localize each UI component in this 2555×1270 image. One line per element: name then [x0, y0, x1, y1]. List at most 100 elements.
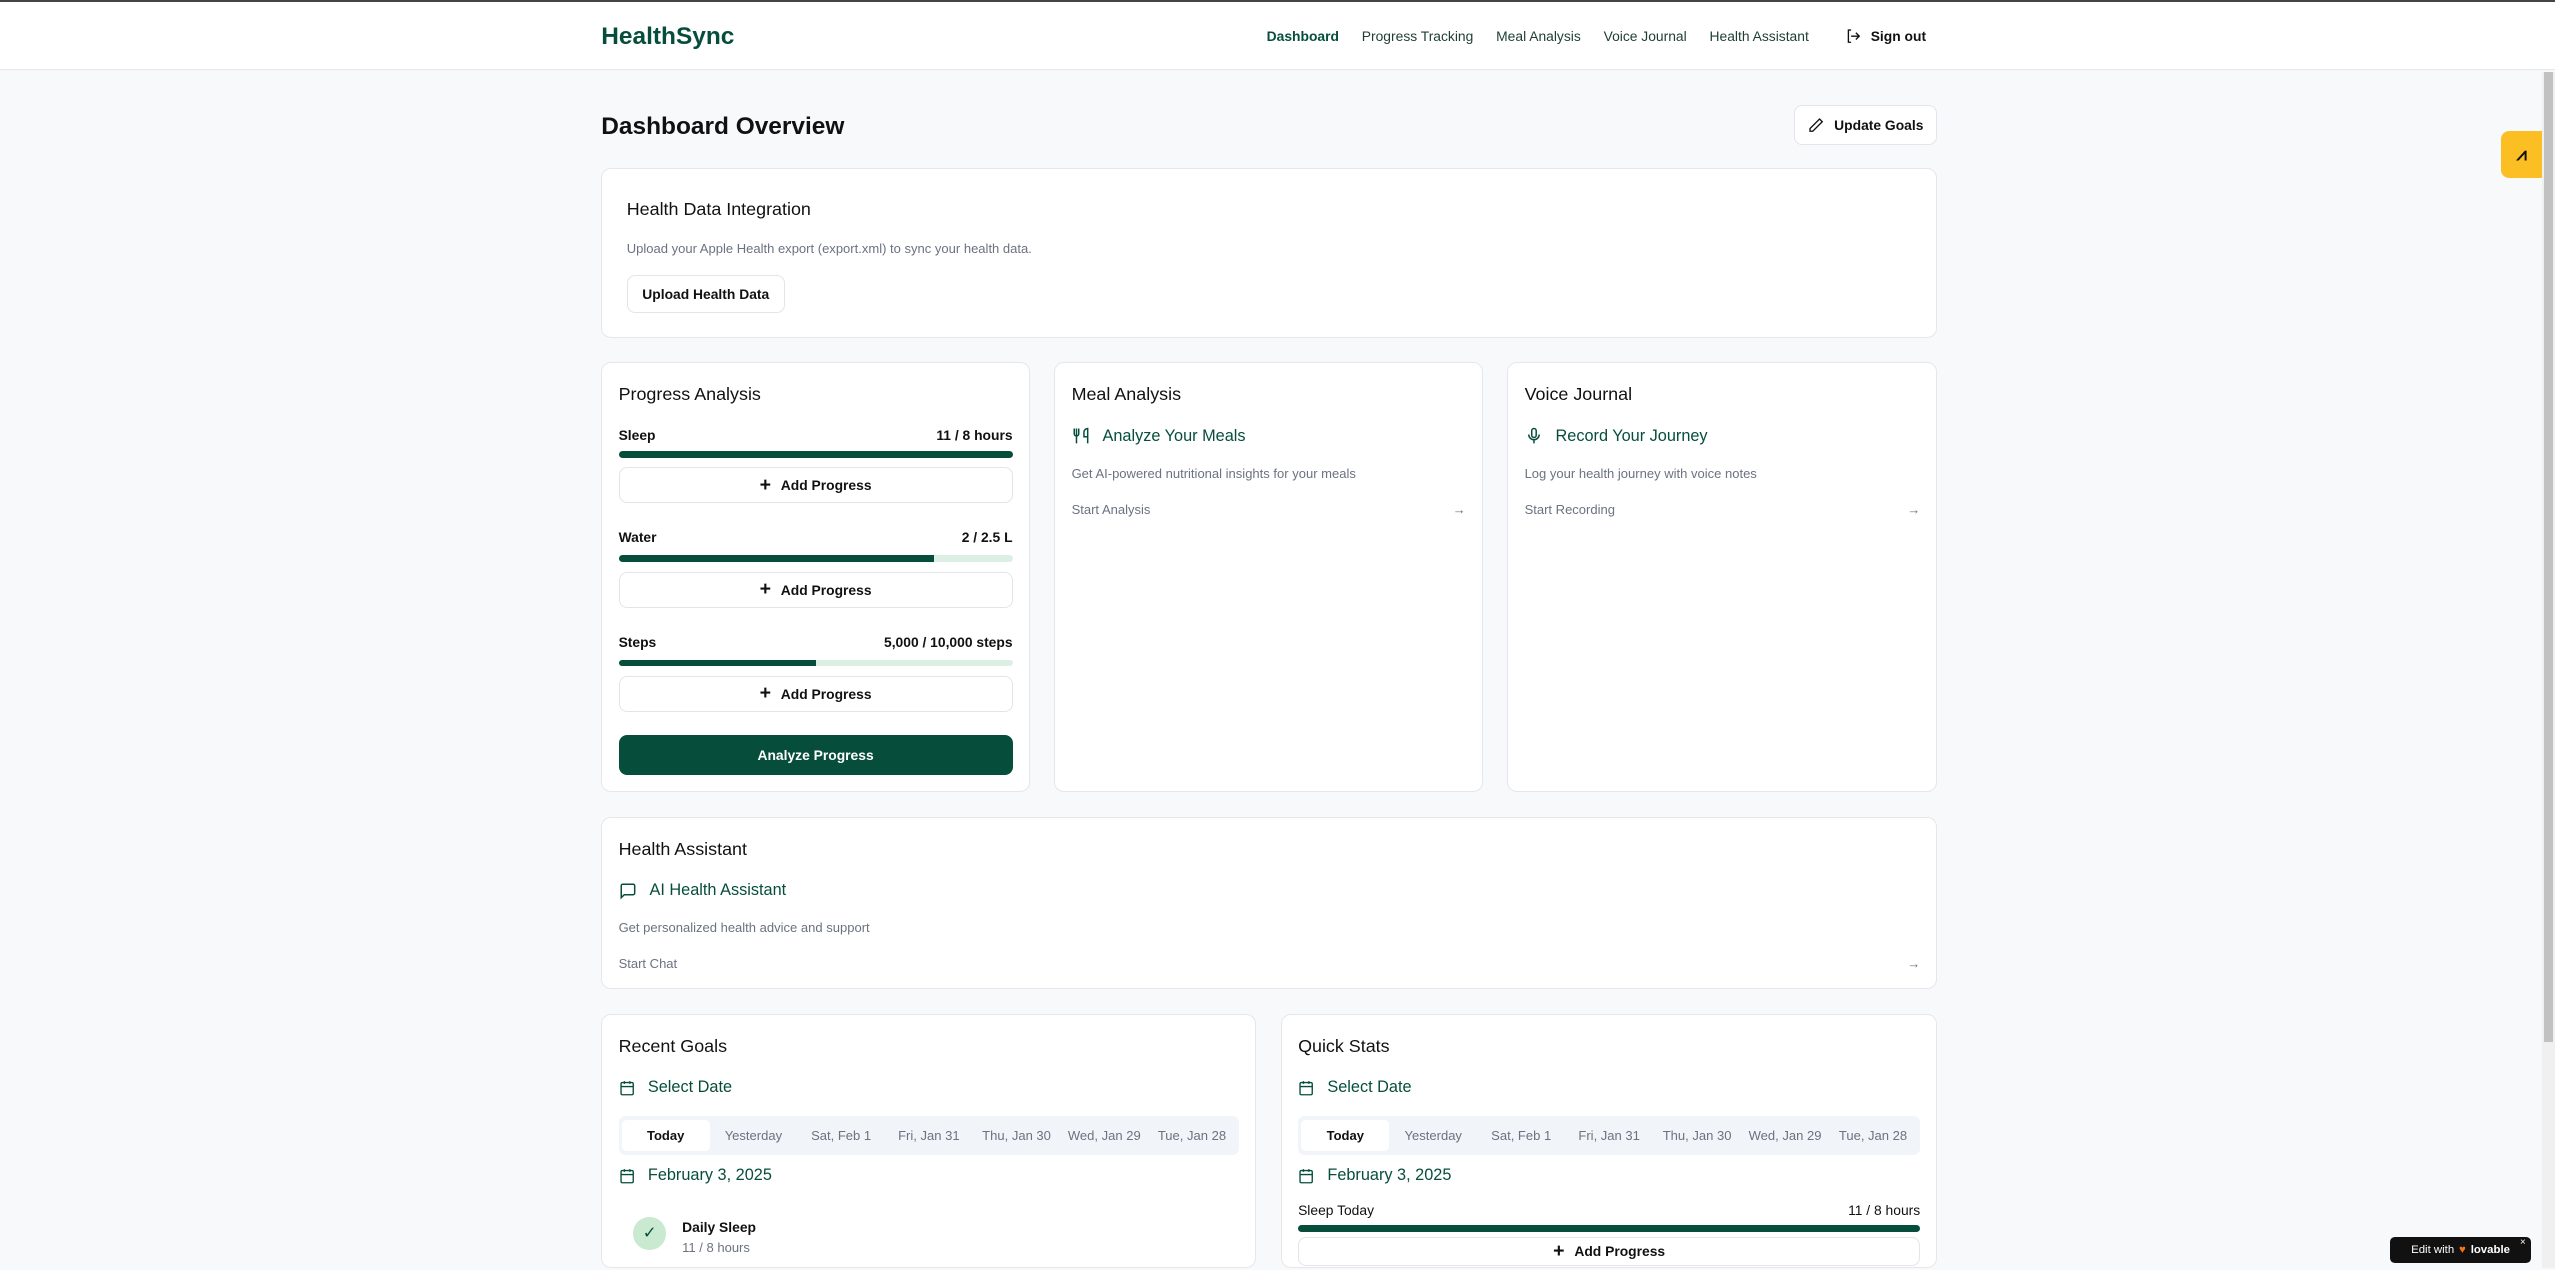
- nav-meal-analysis[interactable]: Meal Analysis: [1496, 28, 1581, 45]
- start-analysis-link[interactable]: Start Analysis →: [1072, 502, 1466, 517]
- date-label: February 3, 2025: [647, 1166, 772, 1185]
- label: Select Date: [647, 1078, 733, 1097]
- feature-heading: AI Health Assistant: [619, 881, 787, 900]
- check-icon: ✓: [633, 1216, 666, 1250]
- date-tab[interactable]: Wed, Jan 29: [1067, 1127, 1141, 1143]
- date-tab[interactable]: Today: [1301, 1119, 1390, 1152]
- card-title: Health Data Integration: [626, 198, 811, 219]
- sign-out-button[interactable]: Sign out: [1845, 28, 1926, 44]
- add-progress-button-water[interactable]: + Add Progress: [618, 571, 1013, 608]
- progress-row-steps: Steps 5,000 / 10,000 steps: [619, 634, 1013, 650]
- arrow-right-icon: →: [1907, 501, 1921, 517]
- add-progress-button-steps[interactable]: + Add Progress: [618, 675, 1013, 712]
- floating-extension-button[interactable]: ⩘: [2501, 130, 2543, 178]
- date-tab[interactable]: Sat, Feb 1: [811, 1127, 872, 1143]
- progress-row-sleep: Sleep 11 / 8 hours: [619, 427, 1013, 443]
- health-data-integration-card: Health Data Integration Upload your Appl…: [601, 168, 1938, 338]
- goal-name: Daily Sleep: [682, 1218, 756, 1235]
- badge-text: Edit with: [2411, 1244, 2455, 1257]
- scrollbar[interactable]: [2542, 72, 2555, 1269]
- sleep-today-bar: [1298, 1225, 1921, 1232]
- calendar-icon: [1299, 1169, 1313, 1184]
- label: Start Analysis: [1071, 501, 1151, 517]
- label: Select Date: [1327, 1078, 1412, 1097]
- badge-brand: lovable: [2470, 1244, 2510, 1257]
- date-tab[interactable]: Thu, Jan 30: [1662, 1127, 1732, 1143]
- add-progress-button[interactable]: + Add Progress: [1298, 1236, 1921, 1266]
- date-tab[interactable]: Tue, Jan 28: [1838, 1127, 1908, 1143]
- label: Steps: [618, 633, 657, 650]
- plus-icon: +: [759, 473, 771, 496]
- upload-health-data-button[interactable]: Upload Health Data: [626, 275, 785, 313]
- update-goals-label: Update Goals: [1834, 117, 1924, 134]
- quick-stats-card: Quick Stats Select Date Today Yesterday Sa…: [1280, 1013, 1938, 1269]
- label: Add Progress: [780, 581, 872, 598]
- label: Add Progress: [1574, 1243, 1666, 1260]
- date-tab[interactable]: Today: [621, 1119, 710, 1152]
- goal-value: 11 / 8 hours: [682, 1239, 750, 1255]
- chat-bubble-icon: [620, 883, 635, 900]
- health-assistant-card: Health Assistant AI Health Assistant Get…: [601, 816, 1938, 990]
- update-goals-button[interactable]: Update Goals: [1794, 104, 1938, 146]
- card-title: Recent Goals: [618, 1036, 728, 1057]
- main-nav: Dashboard Progress Tracking Meal Analysi…: [1267, 28, 1926, 44]
- header: HealthSync Dashboard Progress Tracking M…: [0, 2, 2555, 71]
- card-description: Upload your Apple Health export (export.…: [626, 240, 1032, 256]
- close-icon[interactable]: ×: [2520, 1237, 2526, 1249]
- label: Add Progress: [780, 685, 872, 702]
- selected-date: February 3, 2025: [1298, 1166, 1451, 1185]
- date-tab[interactable]: Thu, Jan 30: [982, 1127, 1051, 1143]
- progress-row-water: Water 2 / 2.5 L: [619, 529, 1013, 545]
- sleep-today-row: Sleep Today 11 / 8 hours: [1298, 1202, 1920, 1218]
- card-title: Voice Journal: [1524, 384, 1633, 405]
- card-description: Get personalized health advice and suppo…: [618, 920, 870, 936]
- plus-icon: +: [1553, 1239, 1565, 1262]
- steps-progress-bar: [618, 659, 1013, 667]
- value: 2 / 2.5 L: [961, 529, 1013, 546]
- nav-voice-journal[interactable]: Voice Journal: [1603, 28, 1687, 45]
- edit-with-lovable-badge[interactable]: Edit with ♥ lovable ×: [2390, 1237, 2531, 1264]
- date-label: February 3, 2025: [1327, 1166, 1452, 1185]
- selected-date: February 3, 2025: [619, 1166, 772, 1185]
- start-chat-link[interactable]: Start Chat →: [619, 956, 1921, 971]
- sleep-progress-bar: [618, 451, 1013, 458]
- recent-goals-card: Recent Goals Select Date Today Yesterday S…: [601, 1013, 1257, 1269]
- plus-icon: +: [759, 578, 771, 601]
- sign-out-label: Sign out: [1870, 28, 1927, 45]
- page-title: Dashboard Overview: [601, 112, 845, 140]
- feature-title: AI Health Assistant: [649, 881, 787, 900]
- nav-health-assistant[interactable]: Health Assistant: [1709, 28, 1809, 45]
- add-progress-button-sleep[interactable]: + Add Progress: [618, 467, 1013, 504]
- select-date-button[interactable]: Select Date: [1298, 1078, 1412, 1097]
- card-description: Log your health journey with voice notes: [1524, 465, 1757, 481]
- utensils-icon: [1073, 427, 1088, 444]
- date-tabs: Today Yesterday Sat, Feb 1 Fri, Jan 31 Thu, …: [618, 1115, 1240, 1156]
- scrollbar-thumb[interactable]: [2543, 72, 2554, 1042]
- logo[interactable]: HealthSync: [601, 23, 735, 51]
- select-date-button[interactable]: Select Date: [619, 1078, 732, 1097]
- progress-fill: [618, 659, 816, 667]
- label: Start Recording: [1524, 501, 1615, 517]
- calendar-icon: [619, 1081, 634, 1096]
- progress-fill: [618, 451, 1013, 458]
- nav-dashboard[interactable]: Dashboard: [1266, 28, 1339, 45]
- date-tab[interactable]: Tue, Jan 28: [1157, 1127, 1227, 1143]
- date-tab[interactable]: Sat, Feb 1: [1491, 1127, 1552, 1143]
- date-tab[interactable]: Yesterday: [724, 1127, 783, 1143]
- date-tab[interactable]: Fri, Jan 31: [898, 1127, 960, 1143]
- date-tab[interactable]: Wed, Jan 29: [1748, 1127, 1822, 1143]
- date-tab[interactable]: Fri, Jan 31: [1578, 1127, 1640, 1143]
- card-description: Get AI-powered nutritional insights for …: [1071, 465, 1356, 481]
- feature-title: Record Your Journey: [1555, 426, 1708, 445]
- date-tab[interactable]: Yesterday: [1404, 1127, 1462, 1143]
- plus-icon: +: [759, 682, 771, 705]
- date-tabs: Today Yesterday Sat, Feb 1 Fri, Jan 31 Thu, …: [1298, 1115, 1921, 1156]
- value: 11 / 8 hours: [936, 426, 1013, 443]
- start-recording-link[interactable]: Start Recording →: [1525, 502, 1921, 517]
- analyze-progress-button[interactable]: Analyze Progress: [618, 734, 1013, 776]
- label: Water: [618, 529, 657, 546]
- label: Sleep: [618, 426, 656, 443]
- label: Add Progress: [780, 477, 872, 494]
- nav-progress-tracking[interactable]: Progress Tracking: [1361, 28, 1474, 45]
- progress-fill: [1298, 1225, 1921, 1232]
